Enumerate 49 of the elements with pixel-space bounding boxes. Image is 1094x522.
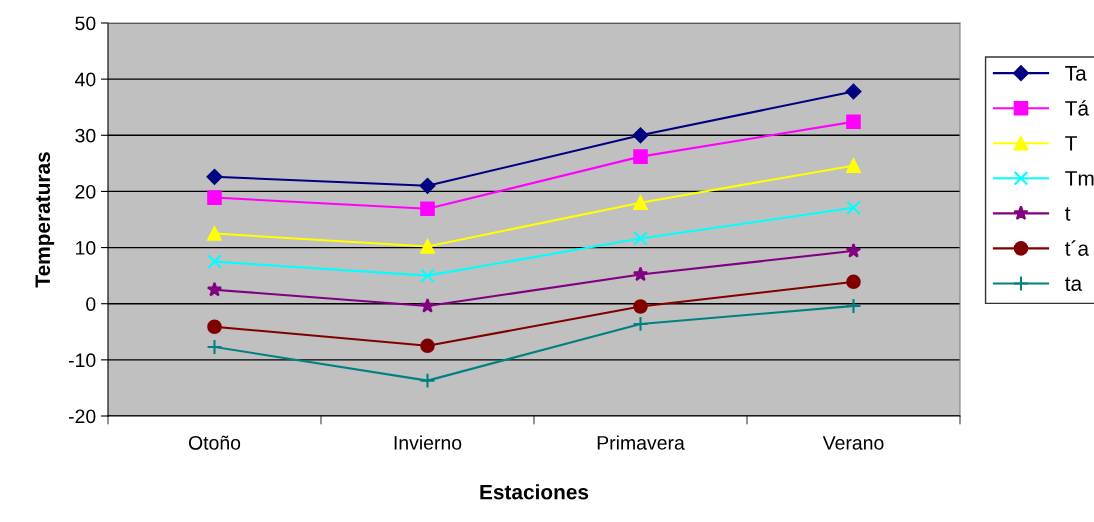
point [207,190,222,205]
point [846,158,861,173]
legend-label: t´a [1065,240,1090,256]
y-tick-label: 30 [75,128,96,143]
point [845,297,862,314]
point [206,168,223,185]
legend-label: T [1065,136,1077,151]
y-tick-label: 0 [86,297,96,311]
x-tick-label: Invierno [394,435,462,450]
point [206,281,223,297]
point [633,195,648,210]
x-axis-title: Estaciones [480,484,589,500]
point [420,201,435,217]
point [420,239,435,254]
point [207,254,222,269]
y-axis-title: Temperaturas [35,152,55,288]
legend-label: ta [1065,277,1083,291]
x-tick-label: Primavera [597,435,685,450]
x-tick-label: Verano [822,436,884,450]
y-tick-label: 40 [75,72,96,87]
y-tick-label: -10 [68,353,96,368]
point [207,226,222,241]
point [632,315,649,332]
legend-label: t [1065,207,1071,221]
point [845,242,862,258]
y-tick-label: -20 [68,409,96,424]
legend-label: Tá [1065,100,1090,116]
point [419,297,436,313]
point [207,319,222,335]
point [420,268,435,283]
point [846,274,861,290]
legend-label: Tm [1065,171,1094,186]
legend-label: Ta [1065,66,1087,81]
y-tick-label: 20 [75,184,96,199]
point [846,200,861,215]
point [632,127,649,144]
point [846,114,861,130]
point [633,231,648,246]
point [419,372,436,389]
point [633,149,648,164]
x-tick-label: Otoño [188,435,241,450]
point [845,83,862,100]
point [632,266,649,282]
point [206,338,223,355]
point [633,299,648,314]
y-tick-label: 50 [75,16,96,31]
point [419,177,436,194]
y-tick-label: 10 [76,241,96,255]
point [420,338,435,354]
